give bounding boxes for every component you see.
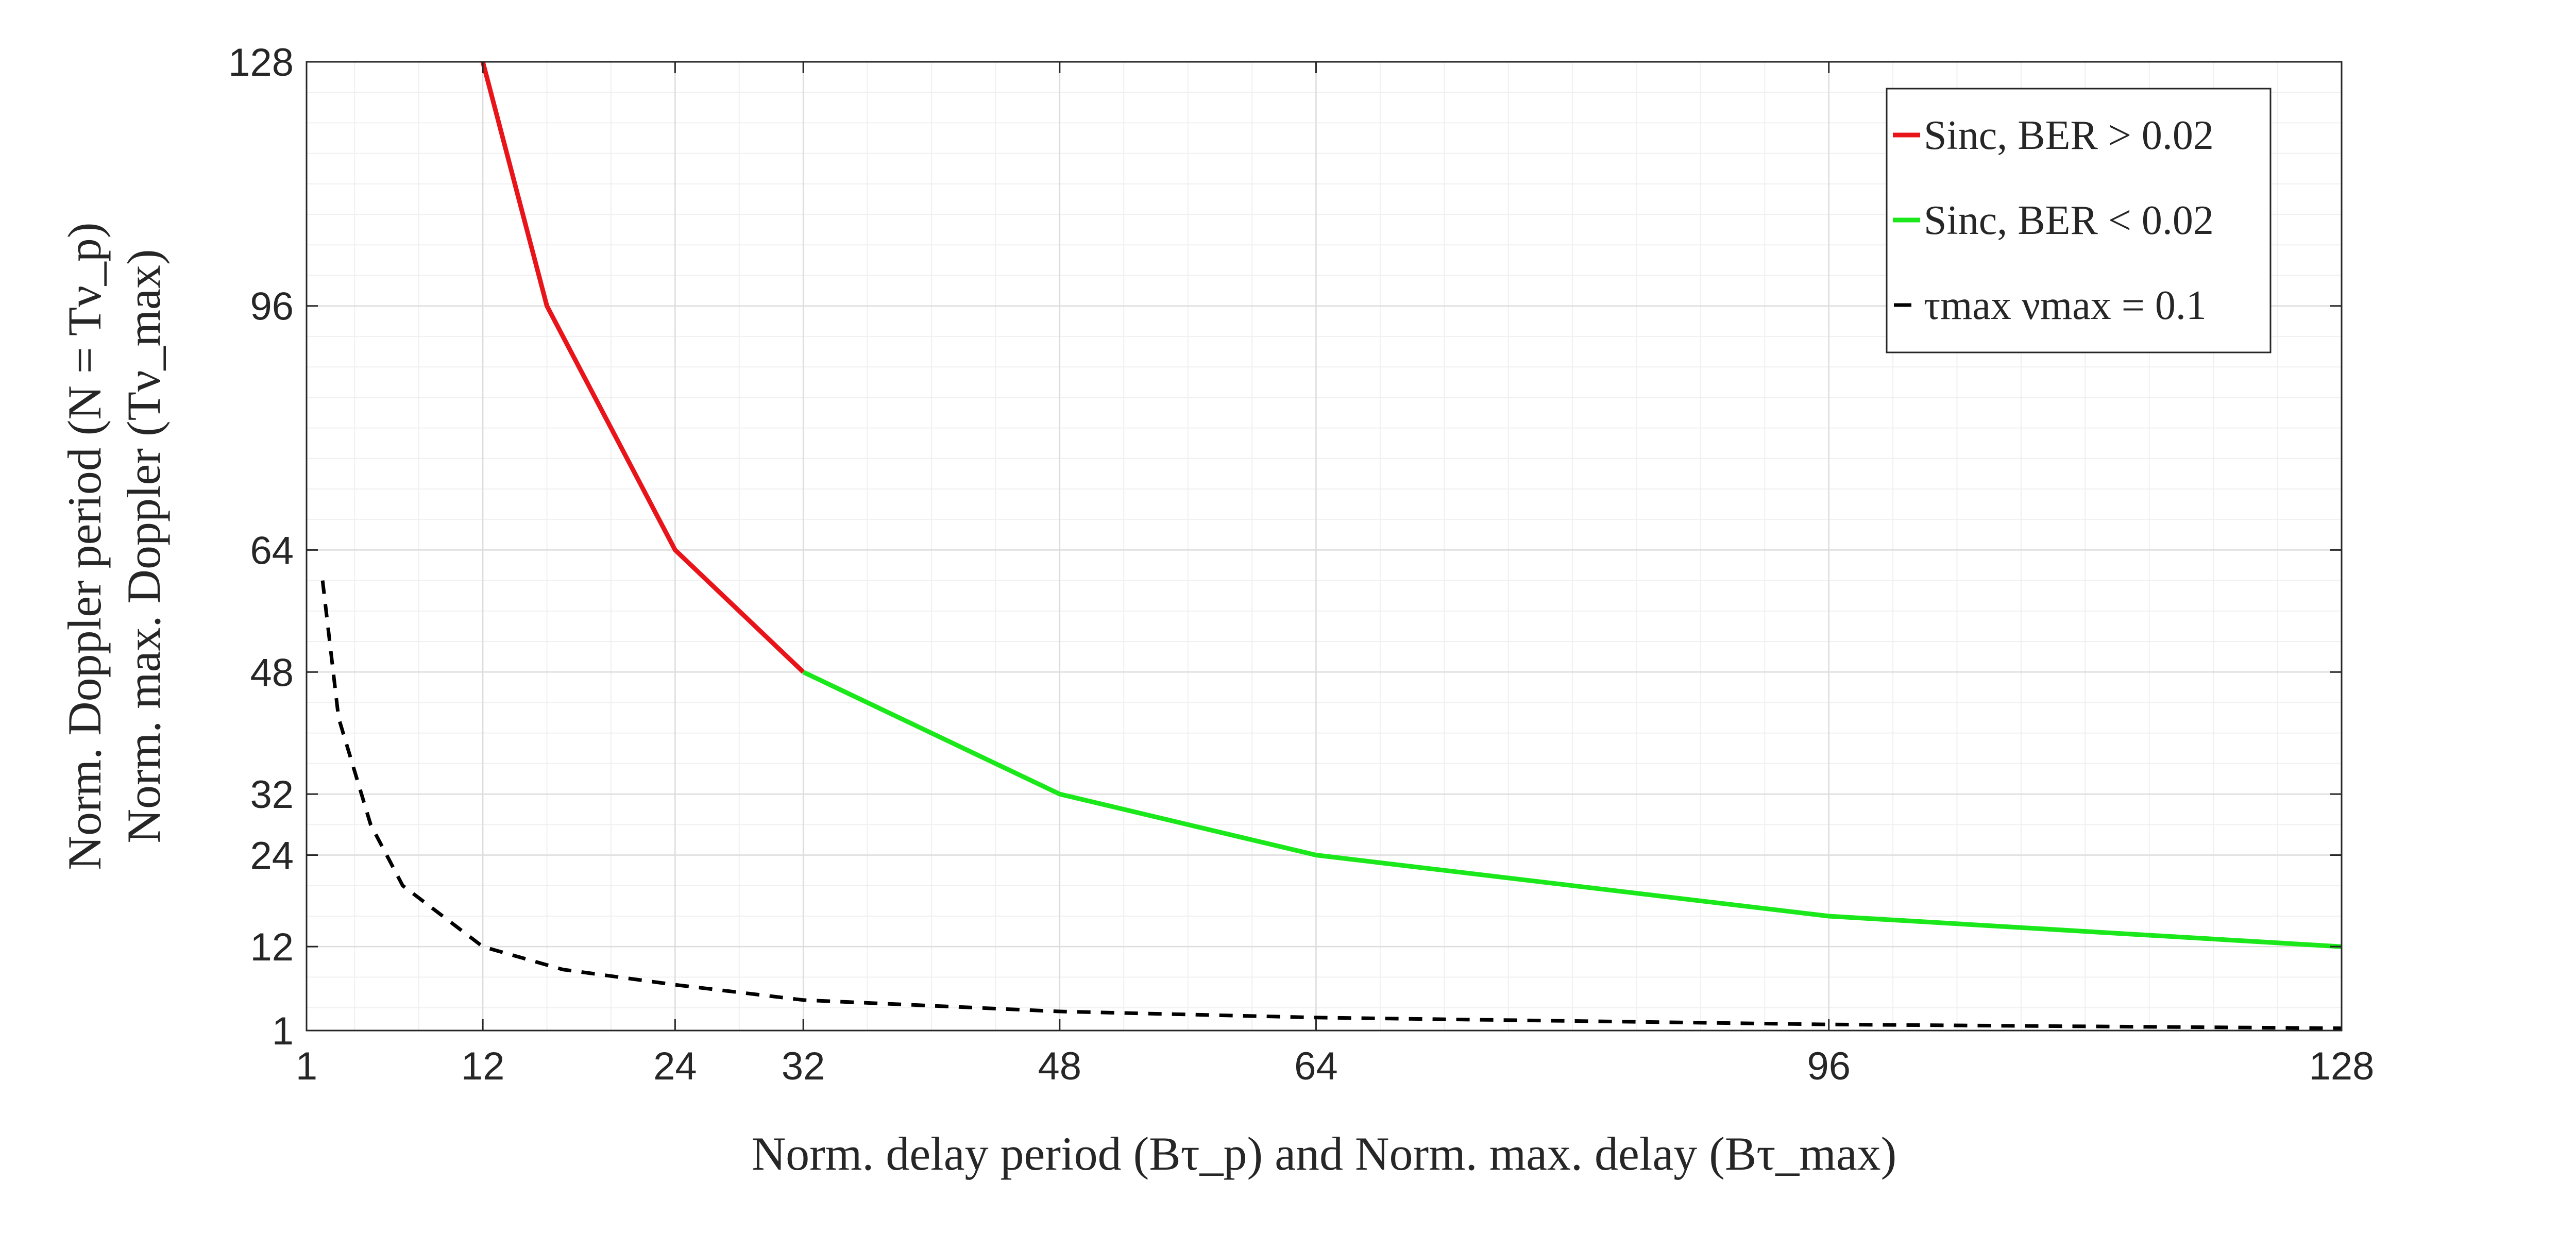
x-tick-label: 48 (1038, 1044, 1082, 1088)
plot-frame (306, 61, 2343, 1032)
y-tick-label: 32 (250, 773, 294, 817)
y-tick-labels: 1 12 24 32 48 64 96 128 (228, 41, 294, 1053)
legend-label-1: Sinc, BER > 0.02 (1924, 113, 2214, 158)
axis-ticks (306, 61, 2343, 1032)
y-tick-label: 24 (250, 834, 294, 878)
y-tick-label: 1 (272, 1009, 294, 1053)
y-axis-label: Norm. Doppler period (N = Tν_p) Norm. max… (58, 223, 170, 870)
x-tick-label: 1 (296, 1044, 317, 1088)
x-tick-label: 64 (1294, 1044, 1338, 1088)
x-tick-label: 96 (1807, 1044, 1851, 1088)
x-tick-labels: 1 12 24 32 48 64 96 128 (296, 1044, 2375, 1088)
y-tick-label: 128 (228, 41, 294, 85)
y-axis-label-line-1: Norm. Doppler period (N = Tν_p) (58, 223, 111, 870)
legend-box (1886, 88, 2272, 353)
legend-label-3: τmax νmax = 0.1 (1924, 283, 2207, 328)
y-axis-label-line-2: Norm. max. Doppler (Tν_max) (117, 249, 170, 843)
x-axis-label: Norm. delay period (Bτ_p) and Norm. max.… (752, 1127, 1897, 1180)
x-tick-label: 128 (2309, 1044, 2375, 1088)
series-line-3 (320, 580, 2342, 1031)
y-tick-label: 64 (250, 529, 294, 572)
x-tick-label: 32 (782, 1044, 825, 1088)
legend-label-2: Sinc, BER < 0.02 (1924, 198, 2214, 243)
y-tick-label: 48 (250, 651, 294, 695)
series-layer (320, 61, 2342, 1031)
series-line-1 (480, 61, 805, 674)
x-tick-label: 12 (461, 1044, 505, 1088)
series-line-2 (802, 670, 2342, 949)
y-tick-label: 96 (250, 285, 294, 329)
legend: Sinc, BER > 0.02 Sinc, BER < 0.02 τmax νma… (1886, 88, 2272, 353)
y-tick-label: 12 (250, 925, 294, 969)
x-tick-label: 24 (653, 1044, 697, 1088)
